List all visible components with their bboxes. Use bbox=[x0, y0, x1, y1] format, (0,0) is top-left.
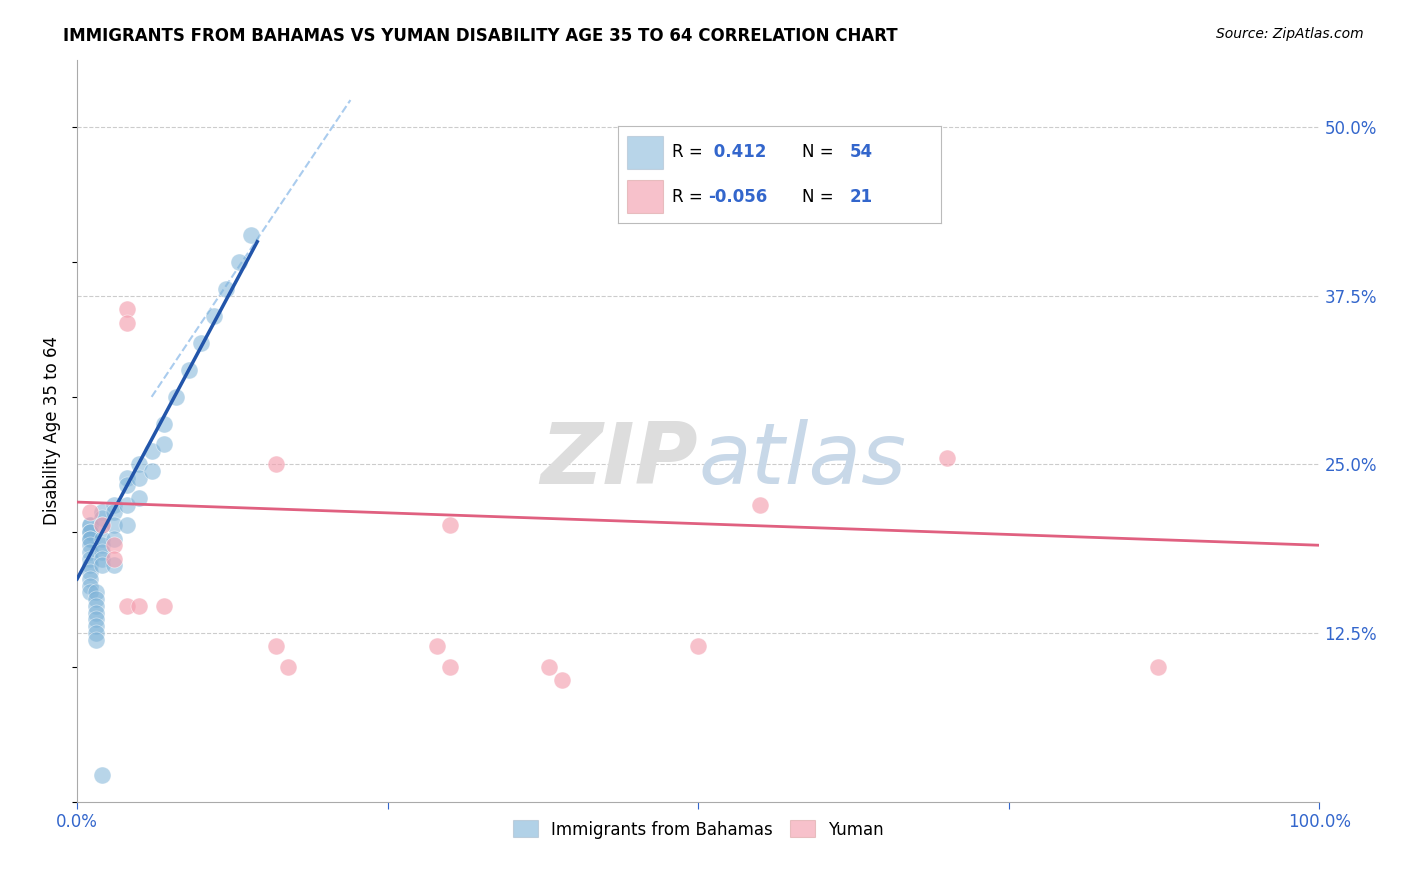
Point bbox=[103, 532, 125, 546]
Text: atlas: atlas bbox=[699, 418, 907, 502]
Point bbox=[538, 659, 561, 673]
Point bbox=[79, 579, 101, 593]
Text: IMMIGRANTS FROM BAHAMAS VS YUMAN DISABILITY AGE 35 TO 64 CORRELATION CHART: IMMIGRANTS FROM BAHAMAS VS YUMAN DISABIL… bbox=[63, 27, 898, 45]
Point bbox=[103, 504, 125, 518]
Point bbox=[935, 450, 957, 465]
Point bbox=[79, 532, 101, 546]
Point bbox=[128, 599, 150, 613]
Point bbox=[84, 626, 107, 640]
Point bbox=[141, 443, 163, 458]
Legend: Immigrants from Bahamas, Yuman: Immigrants from Bahamas, Yuman bbox=[506, 814, 890, 846]
Point bbox=[264, 458, 287, 472]
Point bbox=[215, 282, 238, 296]
Point bbox=[91, 511, 114, 525]
Point bbox=[91, 518, 114, 533]
Point bbox=[749, 498, 772, 512]
Point bbox=[153, 417, 176, 431]
Point bbox=[79, 524, 101, 539]
Point bbox=[91, 538, 114, 552]
Point bbox=[91, 504, 114, 518]
Point bbox=[228, 255, 250, 269]
Point bbox=[84, 606, 107, 620]
Point bbox=[79, 566, 101, 580]
Point bbox=[79, 518, 101, 533]
Point bbox=[115, 302, 138, 317]
Point bbox=[115, 599, 138, 613]
Point bbox=[141, 464, 163, 478]
Point bbox=[79, 524, 101, 539]
Point bbox=[79, 545, 101, 559]
Point bbox=[166, 390, 188, 404]
Point bbox=[202, 309, 225, 323]
Point bbox=[439, 518, 461, 533]
Point bbox=[79, 518, 101, 533]
Point bbox=[103, 551, 125, 566]
Point bbox=[426, 640, 449, 654]
Point bbox=[264, 640, 287, 654]
Point bbox=[84, 592, 107, 607]
Point bbox=[240, 227, 263, 242]
Point bbox=[115, 498, 138, 512]
Point bbox=[190, 335, 212, 350]
Point bbox=[688, 640, 710, 654]
Point bbox=[115, 471, 138, 485]
Point bbox=[79, 504, 101, 518]
Point bbox=[103, 518, 125, 533]
Point bbox=[103, 558, 125, 573]
Point bbox=[115, 518, 138, 533]
Point bbox=[79, 551, 101, 566]
Y-axis label: Disability Age 35 to 64: Disability Age 35 to 64 bbox=[44, 336, 60, 525]
Point bbox=[103, 498, 125, 512]
Point bbox=[128, 471, 150, 485]
Point bbox=[115, 477, 138, 491]
Point bbox=[91, 518, 114, 533]
Point bbox=[79, 572, 101, 586]
Point bbox=[103, 538, 125, 552]
Point bbox=[91, 767, 114, 781]
Point bbox=[79, 532, 101, 546]
Point bbox=[153, 599, 176, 613]
Point bbox=[153, 437, 176, 451]
Point bbox=[550, 673, 572, 688]
Point bbox=[79, 558, 101, 573]
Point bbox=[91, 532, 114, 546]
Point bbox=[79, 538, 101, 552]
Point bbox=[91, 545, 114, 559]
Point bbox=[84, 619, 107, 633]
Point bbox=[1147, 659, 1170, 673]
Text: Source: ZipAtlas.com: Source: ZipAtlas.com bbox=[1216, 27, 1364, 41]
Point bbox=[128, 491, 150, 505]
Point bbox=[128, 458, 150, 472]
Point bbox=[84, 632, 107, 647]
Point bbox=[177, 363, 200, 377]
Point bbox=[79, 585, 101, 599]
Point bbox=[91, 558, 114, 573]
Point bbox=[277, 659, 299, 673]
Point bbox=[84, 599, 107, 613]
Point bbox=[84, 585, 107, 599]
Point bbox=[84, 612, 107, 626]
Text: ZIP: ZIP bbox=[541, 418, 699, 502]
Point bbox=[115, 316, 138, 330]
Point bbox=[91, 551, 114, 566]
Point bbox=[439, 659, 461, 673]
